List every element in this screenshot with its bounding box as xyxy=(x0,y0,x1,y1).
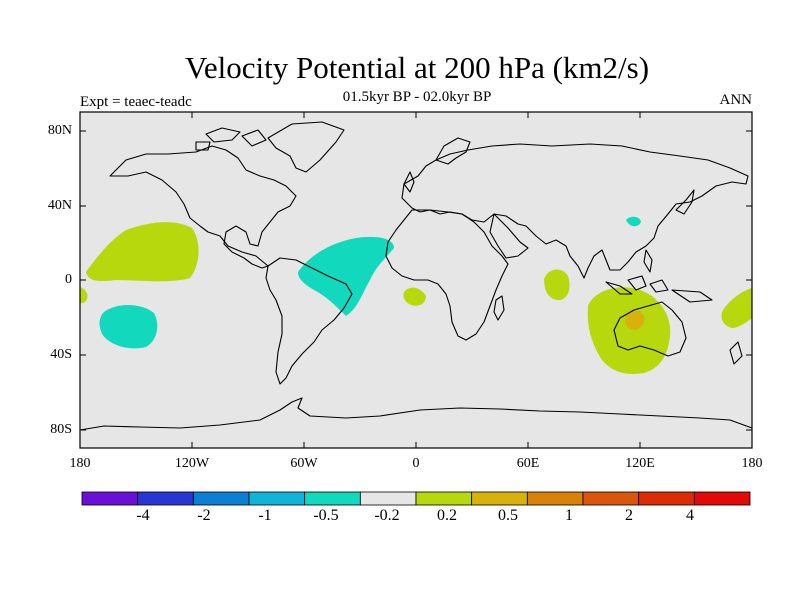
axis-ticks xyxy=(79,112,753,448)
x-tick-label: 60W xyxy=(290,456,318,471)
shade-central-pacific-north xyxy=(86,222,199,282)
shade-tropical-atlantic xyxy=(298,236,394,316)
colorbar-label: 0.5 xyxy=(498,507,518,524)
y-tick-label: 40N xyxy=(47,198,72,213)
colorbar-label: -0.2 xyxy=(374,507,400,524)
colorbar-box xyxy=(471,491,528,506)
shade-southwest-pacific xyxy=(721,288,752,328)
shade-western-indian-ocean xyxy=(544,269,570,301)
coastlines xyxy=(79,121,753,431)
colorbar-box xyxy=(359,491,417,506)
y-tick-label: 0 xyxy=(65,272,72,287)
coastline-arabia xyxy=(489,213,529,259)
colorbar-label: 1 xyxy=(565,507,573,524)
y-tick-label: 40S xyxy=(50,347,72,362)
shading-layer xyxy=(80,216,752,374)
colorbar-box xyxy=(304,491,361,506)
shade-maritime-continent-australia xyxy=(587,287,671,374)
x-tick-label: 0 xyxy=(412,456,420,471)
colorbar-label: 2 xyxy=(625,507,633,524)
shade-western-australia-core xyxy=(625,310,645,330)
coastline-uk xyxy=(403,171,415,193)
coastline-indonesia xyxy=(605,249,713,303)
colorbar-box xyxy=(638,491,695,506)
chart-title: Velocity Potential at 200 hPa (km2/s) xyxy=(184,50,650,85)
y-tick-label: 80S xyxy=(50,422,72,437)
season-label: ANN xyxy=(719,92,753,108)
colorbar-label: -4 xyxy=(136,507,150,524)
colorbar-box xyxy=(81,491,139,506)
coastline-greenland xyxy=(267,121,345,173)
shade-gulf-of-guinea xyxy=(403,287,426,306)
y-tick-label: 80N xyxy=(47,123,72,138)
coastline-arctic-islands xyxy=(195,127,267,151)
coastline-north-america xyxy=(109,145,297,269)
coastline-new-zealand xyxy=(729,341,743,365)
coastline-scandinavia xyxy=(435,137,471,165)
colorbar-box xyxy=(582,491,640,506)
coastline-australia xyxy=(613,301,687,357)
colorbar-box xyxy=(415,491,473,506)
x-tick-label: 180 xyxy=(741,456,763,471)
colorbar xyxy=(81,491,751,506)
colorbar-box xyxy=(248,491,306,506)
colorbar-label: -2 xyxy=(197,507,211,524)
coastline-africa xyxy=(385,209,509,341)
shade-south-pacific xyxy=(99,305,158,349)
shade-east-asia xyxy=(626,216,641,227)
time-period-subtitle: 01.5kyr BP - 02.0kyr BP xyxy=(342,89,492,105)
colorbar-box xyxy=(693,491,751,506)
x-tick-label: 180 xyxy=(69,456,91,471)
colorbar-box xyxy=(137,491,194,506)
colorbar-box xyxy=(192,491,250,506)
colorbar-label: 0.2 xyxy=(437,507,457,524)
shade-western-pacific-edge xyxy=(80,287,88,303)
coastline-madagascar xyxy=(493,295,505,321)
coastline-japan xyxy=(675,189,695,215)
experiment-label: Expt = teaec-teadc xyxy=(80,94,192,110)
coastline-antarctica xyxy=(79,397,753,431)
coastline-south-america xyxy=(265,257,353,385)
colorbar-label: -1 xyxy=(258,507,272,524)
x-tick-label: 120W xyxy=(174,456,210,471)
x-tick-label: 120E xyxy=(625,456,655,471)
colorbar-label: -0.5 xyxy=(313,507,339,524)
x-tick-label: 60E xyxy=(516,456,540,471)
colorbar-box xyxy=(526,491,584,506)
colorbar-label: 4 xyxy=(686,507,694,524)
coastline-eurasia xyxy=(401,143,749,279)
